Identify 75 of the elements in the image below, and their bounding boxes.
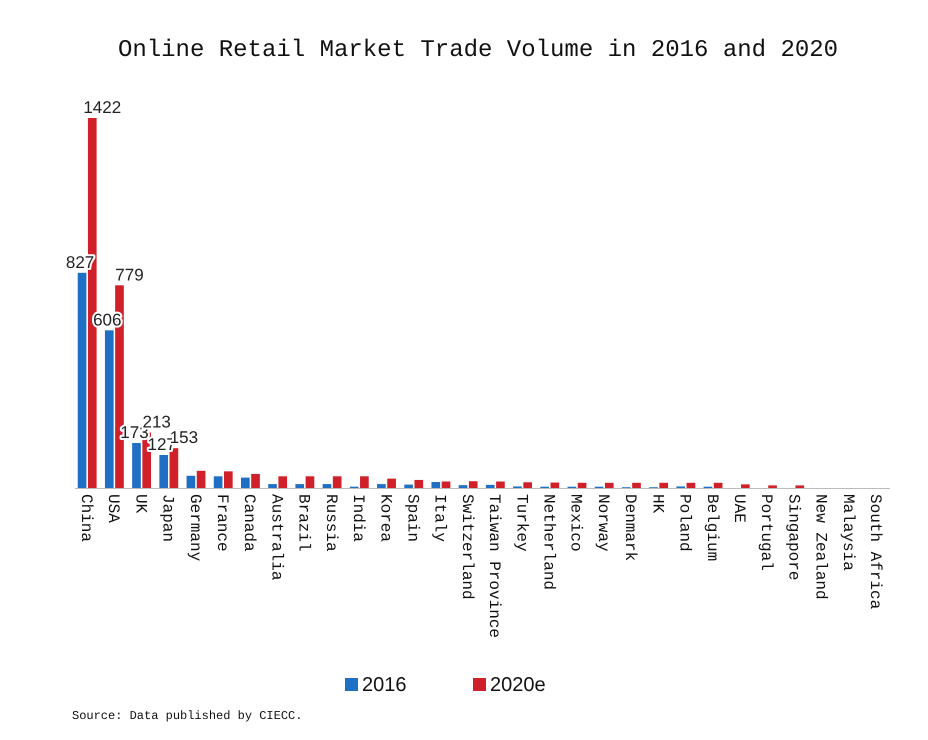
x-tick-label: Japan — [158, 494, 177, 542]
x-tick-label: Germany — [186, 494, 204, 562]
x-tick-label: Canada — [240, 494, 258, 552]
bar — [404, 484, 413, 488]
x-tick-label: Australia — [267, 494, 286, 581]
bar — [377, 484, 386, 488]
x-tick-label: UK — [131, 494, 150, 514]
bar — [186, 476, 196, 488]
bar — [224, 471, 233, 488]
bar — [278, 476, 288, 488]
legend-label: 2020e — [490, 674, 546, 696]
data-label: 1422 — [83, 98, 122, 117]
x-tick-label: USA — [104, 494, 122, 524]
bar — [496, 481, 505, 488]
bar — [632, 482, 641, 488]
bar — [104, 330, 114, 488]
bar — [332, 476, 342, 488]
source-note: Source: Data published by CIECC. — [72, 709, 302, 723]
bar — [170, 448, 178, 488]
x-tick-label: Belgium — [702, 494, 721, 562]
x-tick-label: Russia — [322, 494, 340, 552]
bar — [768, 485, 777, 488]
bar — [486, 484, 495, 488]
x-tick-label: Malaysia — [838, 494, 857, 572]
bar — [414, 480, 424, 488]
data-label: 779 — [115, 265, 144, 284]
x-tick-label: Netherland — [540, 494, 558, 590]
bar — [322, 484, 332, 488]
bar — [295, 484, 304, 488]
x-tick-label: Turkey — [512, 494, 530, 552]
bar — [132, 442, 141, 488]
bar — [686, 482, 696, 488]
x-tick-label: Denmark — [621, 494, 640, 562]
bar — [578, 482, 586, 488]
bar — [306, 476, 314, 488]
x-tick-label: Singapore — [784, 494, 802, 580]
bar — [387, 478, 396, 488]
bar — [240, 478, 250, 488]
legend-label: 2016 — [362, 674, 406, 696]
x-tick-label: Taiwan Province — [485, 494, 504, 638]
bar — [251, 474, 260, 488]
bar — [196, 470, 206, 488]
x-tick-label: South Africa — [866, 494, 884, 610]
x-tick-label: Mexico — [566, 494, 585, 552]
bar — [268, 484, 277, 488]
x-tick-label: Italy — [430, 494, 449, 542]
x-tick-label: China — [76, 494, 95, 542]
bar — [78, 272, 86, 488]
bar — [604, 482, 614, 488]
x-tick-label: Brazil — [294, 494, 313, 552]
x-tick-label: UAE — [730, 494, 748, 523]
x-tick-label: Norway — [594, 494, 612, 552]
bar — [468, 481, 478, 488]
bar — [159, 454, 168, 488]
bar — [431, 482, 440, 488]
bar — [659, 482, 668, 488]
x-tick-label: India — [349, 494, 368, 542]
bar — [741, 484, 750, 488]
bar — [550, 482, 560, 488]
x-tick-label: France — [212, 494, 231, 552]
x-tick-label: New Zealand — [812, 494, 830, 600]
x-tick-label: Korea — [376, 494, 394, 542]
bar — [714, 482, 722, 488]
bar — [214, 476, 222, 488]
x-tick-label: Poland — [676, 494, 694, 552]
x-tick-label: HK — [648, 494, 666, 514]
bar — [458, 485, 468, 488]
x-tick-label: Spain — [403, 494, 422, 542]
bar — [795, 485, 804, 488]
chart-title: Online Retail Market Trade Volume in 2016 and 2020 — [118, 37, 838, 64]
bar — [442, 481, 450, 488]
bar — [523, 482, 532, 488]
x-tick-label: Portugal — [757, 494, 776, 571]
x-tick-label: Switzerland — [458, 494, 476, 600]
bar — [360, 476, 369, 488]
